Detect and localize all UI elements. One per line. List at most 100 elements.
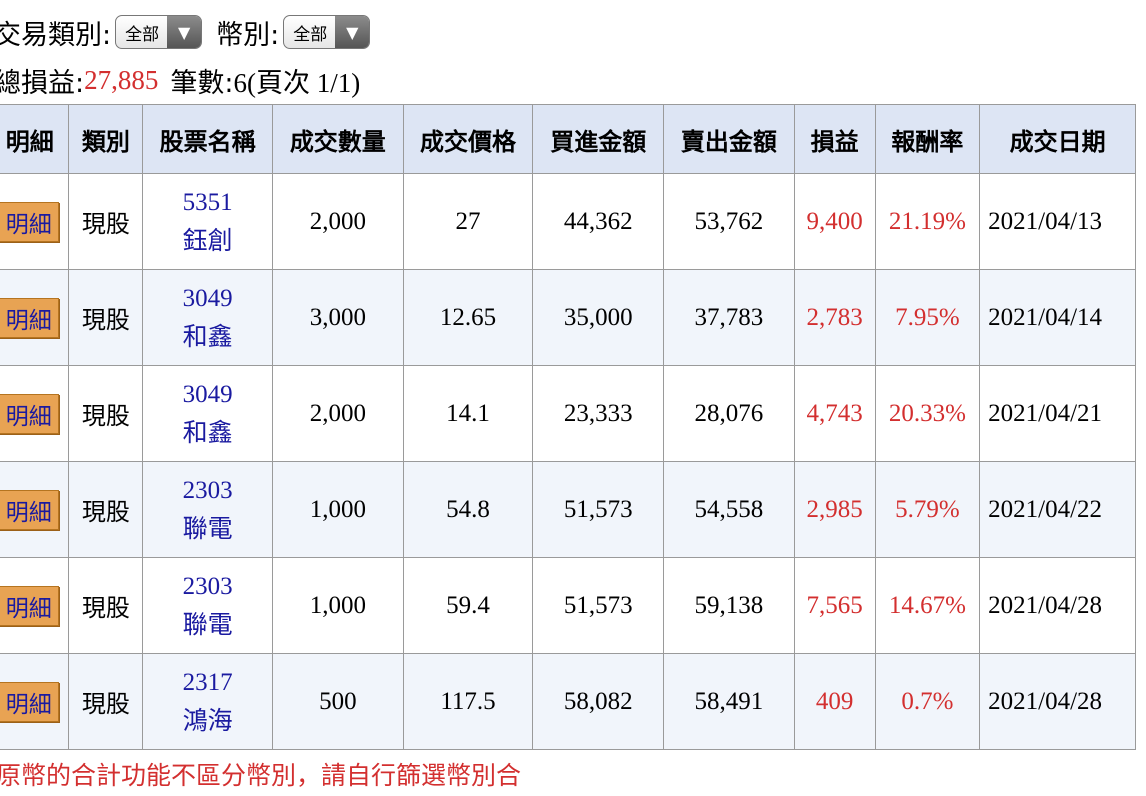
- pnl-cell: 2,783: [793, 269, 876, 366]
- col-header-buy-amount: 買進金額: [532, 104, 665, 174]
- stock-link[interactable]: 3049 和鑫: [144, 376, 272, 452]
- buy-amount-cell: 51,573: [532, 461, 665, 558]
- price-cell: 117.5: [402, 653, 534, 750]
- sell-amount-cell: 53,762: [663, 173, 795, 270]
- table-header-row: 明細 類別 股票名稱 成交數量 成交價格 買進金額 賣出金額 損益 報酬率 成交…: [0, 104, 1136, 174]
- category-cell: 現股: [68, 461, 144, 558]
- stock-name: 和鑫: [182, 417, 233, 447]
- table-row: 明細 現股 3049 和鑫 3,000 12.65 35,000 37,783 2…: [0, 269, 1136, 366]
- sell-amount-cell: 37,783: [663, 269, 795, 366]
- category-cell: 現股: [68, 653, 144, 750]
- category-cell: 現股: [68, 173, 144, 270]
- stock-link[interactable]: 2317 鴻海: [144, 664, 272, 740]
- currency-filter-select[interactable]: 全部 ▼: [283, 15, 371, 49]
- table-row: 明細 現股 5351 鈺創 2,000 27 44,362 53,762 9,40…: [0, 173, 1136, 270]
- col-header-quantity: 成交數量: [272, 104, 404, 174]
- col-header-sell-amount: 賣出金額: [663, 104, 795, 174]
- stock-name: 聯電: [182, 513, 233, 543]
- category-cell: 現股: [68, 557, 144, 654]
- quantity-cell: 1,000: [272, 557, 404, 654]
- category-cell: 現股: [68, 269, 144, 366]
- chevron-down-icon: ▼: [167, 16, 202, 48]
- total-pnl-value: 27,885: [84, 64, 159, 95]
- pnl-cell: 2,985: [793, 461, 876, 558]
- stock-name: 聯電: [182, 609, 233, 639]
- date-cell: 2021/04/22: [979, 461, 1136, 558]
- return-cell: 0.7%: [874, 653, 981, 750]
- col-header-category: 類別: [68, 104, 144, 174]
- col-header-date: 成交日期: [979, 104, 1136, 174]
- table-row: 明細 現股 2303 聯電 1,000 59.4 51,573 59,138 7,…: [0, 557, 1136, 654]
- date-cell: 2021/04/14: [979, 269, 1136, 366]
- pnl-cell: 409: [793, 653, 876, 750]
- quantity-cell: 3,000: [272, 269, 404, 366]
- col-header-return: 報酬率: [874, 104, 981, 174]
- record-count-label: 筆數:: [170, 67, 234, 99]
- price-cell: 54.8: [402, 461, 534, 558]
- currency-filter-value: 全部: [293, 24, 328, 45]
- return-cell: 20.33%: [874, 365, 981, 462]
- stock-code: 3049: [182, 380, 233, 408]
- stock-link[interactable]: 5351 鈺創: [144, 184, 272, 260]
- trade-table: 明細 類別 股票名稱 成交數量 成交價格 買進金額 賣出金額 損益 報酬率 成交…: [0, 104, 1136, 750]
- quantity-cell: 2,000: [272, 365, 404, 462]
- detail-button[interactable]: 明細: [0, 393, 59, 434]
- table-row: 明細 現股 2317 鴻海 500 117.5 58,082 58,491 409…: [0, 653, 1136, 750]
- pnl-cell: 4,743: [793, 365, 876, 462]
- sell-amount-cell: 58,491: [663, 653, 795, 750]
- pnl-cell: 7,565: [793, 557, 876, 654]
- stock-code: 5351: [182, 188, 233, 216]
- date-cell: 2021/04/28: [979, 653, 1136, 750]
- detail-button[interactable]: 明細: [0, 585, 59, 626]
- date-cell: 2021/04/13: [979, 173, 1136, 270]
- total-pnl-label: 總損益:: [0, 67, 85, 99]
- buy-amount-cell: 35,000: [532, 269, 665, 366]
- price-cell: 12.65: [402, 269, 534, 366]
- table-row: 明細 現股 2303 聯電 1,000 54.8 51,573 54,558 2,…: [0, 461, 1136, 558]
- price-cell: 14.1: [402, 365, 534, 462]
- chevron-down-icon: ▼: [335, 16, 370, 48]
- quantity-cell: 1,000: [272, 461, 404, 558]
- quantity-cell: 500: [272, 653, 404, 750]
- stock-link[interactable]: 2303 聯電: [144, 472, 272, 548]
- stock-code: 3049: [182, 284, 233, 312]
- summary-bar: 總損益: 27,885 筆數: 6(頁次 1/1): [0, 60, 360, 100]
- return-cell: 14.67%: [874, 557, 981, 654]
- col-header-pnl: 損益: [793, 104, 876, 174]
- detail-button[interactable]: 明細: [0, 201, 59, 242]
- category-cell: 現股: [68, 365, 144, 462]
- return-cell: 7.95%: [874, 269, 981, 366]
- record-count-value: 6(頁次 1/1): [233, 67, 361, 98]
- type-filter-select[interactable]: 全部 ▼: [115, 15, 203, 49]
- stock-link[interactable]: 3049 和鑫: [144, 280, 272, 356]
- col-header-detail: 明細: [0, 104, 70, 174]
- stock-name: 鴻海: [182, 705, 233, 735]
- detail-button[interactable]: 明細: [0, 681, 59, 722]
- buy-amount-cell: 51,573: [532, 557, 665, 654]
- col-header-stock-name: 股票名稱: [142, 104, 273, 174]
- filter-bar: 交易類別: 全部 ▼ 幣別: 全部 ▼: [0, 12, 371, 52]
- stock-link[interactable]: 2303 聯電: [144, 568, 272, 644]
- currency-filter-label: 幣別:: [216, 19, 280, 51]
- footer-note: 原幣的合計功能不區分幣別，請自行篩選幣別合: [0, 761, 522, 790]
- stock-name: 和鑫: [182, 321, 233, 351]
- stock-code: 2303: [182, 572, 233, 600]
- pnl-cell: 9,400: [793, 173, 876, 270]
- price-cell: 59.4: [402, 557, 534, 654]
- type-filter-value: 全部: [125, 24, 160, 45]
- detail-button[interactable]: 明細: [0, 297, 59, 338]
- detail-button[interactable]: 明細: [0, 489, 59, 530]
- sell-amount-cell: 59,138: [663, 557, 795, 654]
- stock-code: 2317: [182, 668, 233, 696]
- col-header-price: 成交價格: [402, 104, 534, 174]
- buy-amount-cell: 23,333: [532, 365, 665, 462]
- sell-amount-cell: 54,558: [663, 461, 795, 558]
- buy-amount-cell: 44,362: [532, 173, 665, 270]
- return-cell: 21.19%: [874, 173, 981, 270]
- sell-amount-cell: 28,076: [663, 365, 795, 462]
- return-cell: 5.79%: [874, 461, 981, 558]
- table-row: 明細 現股 3049 和鑫 2,000 14.1 23,333 28,076 4,…: [0, 365, 1136, 462]
- type-filter-label: 交易類別:: [0, 19, 112, 51]
- date-cell: 2021/04/28: [979, 557, 1136, 654]
- date-cell: 2021/04/21: [979, 365, 1136, 462]
